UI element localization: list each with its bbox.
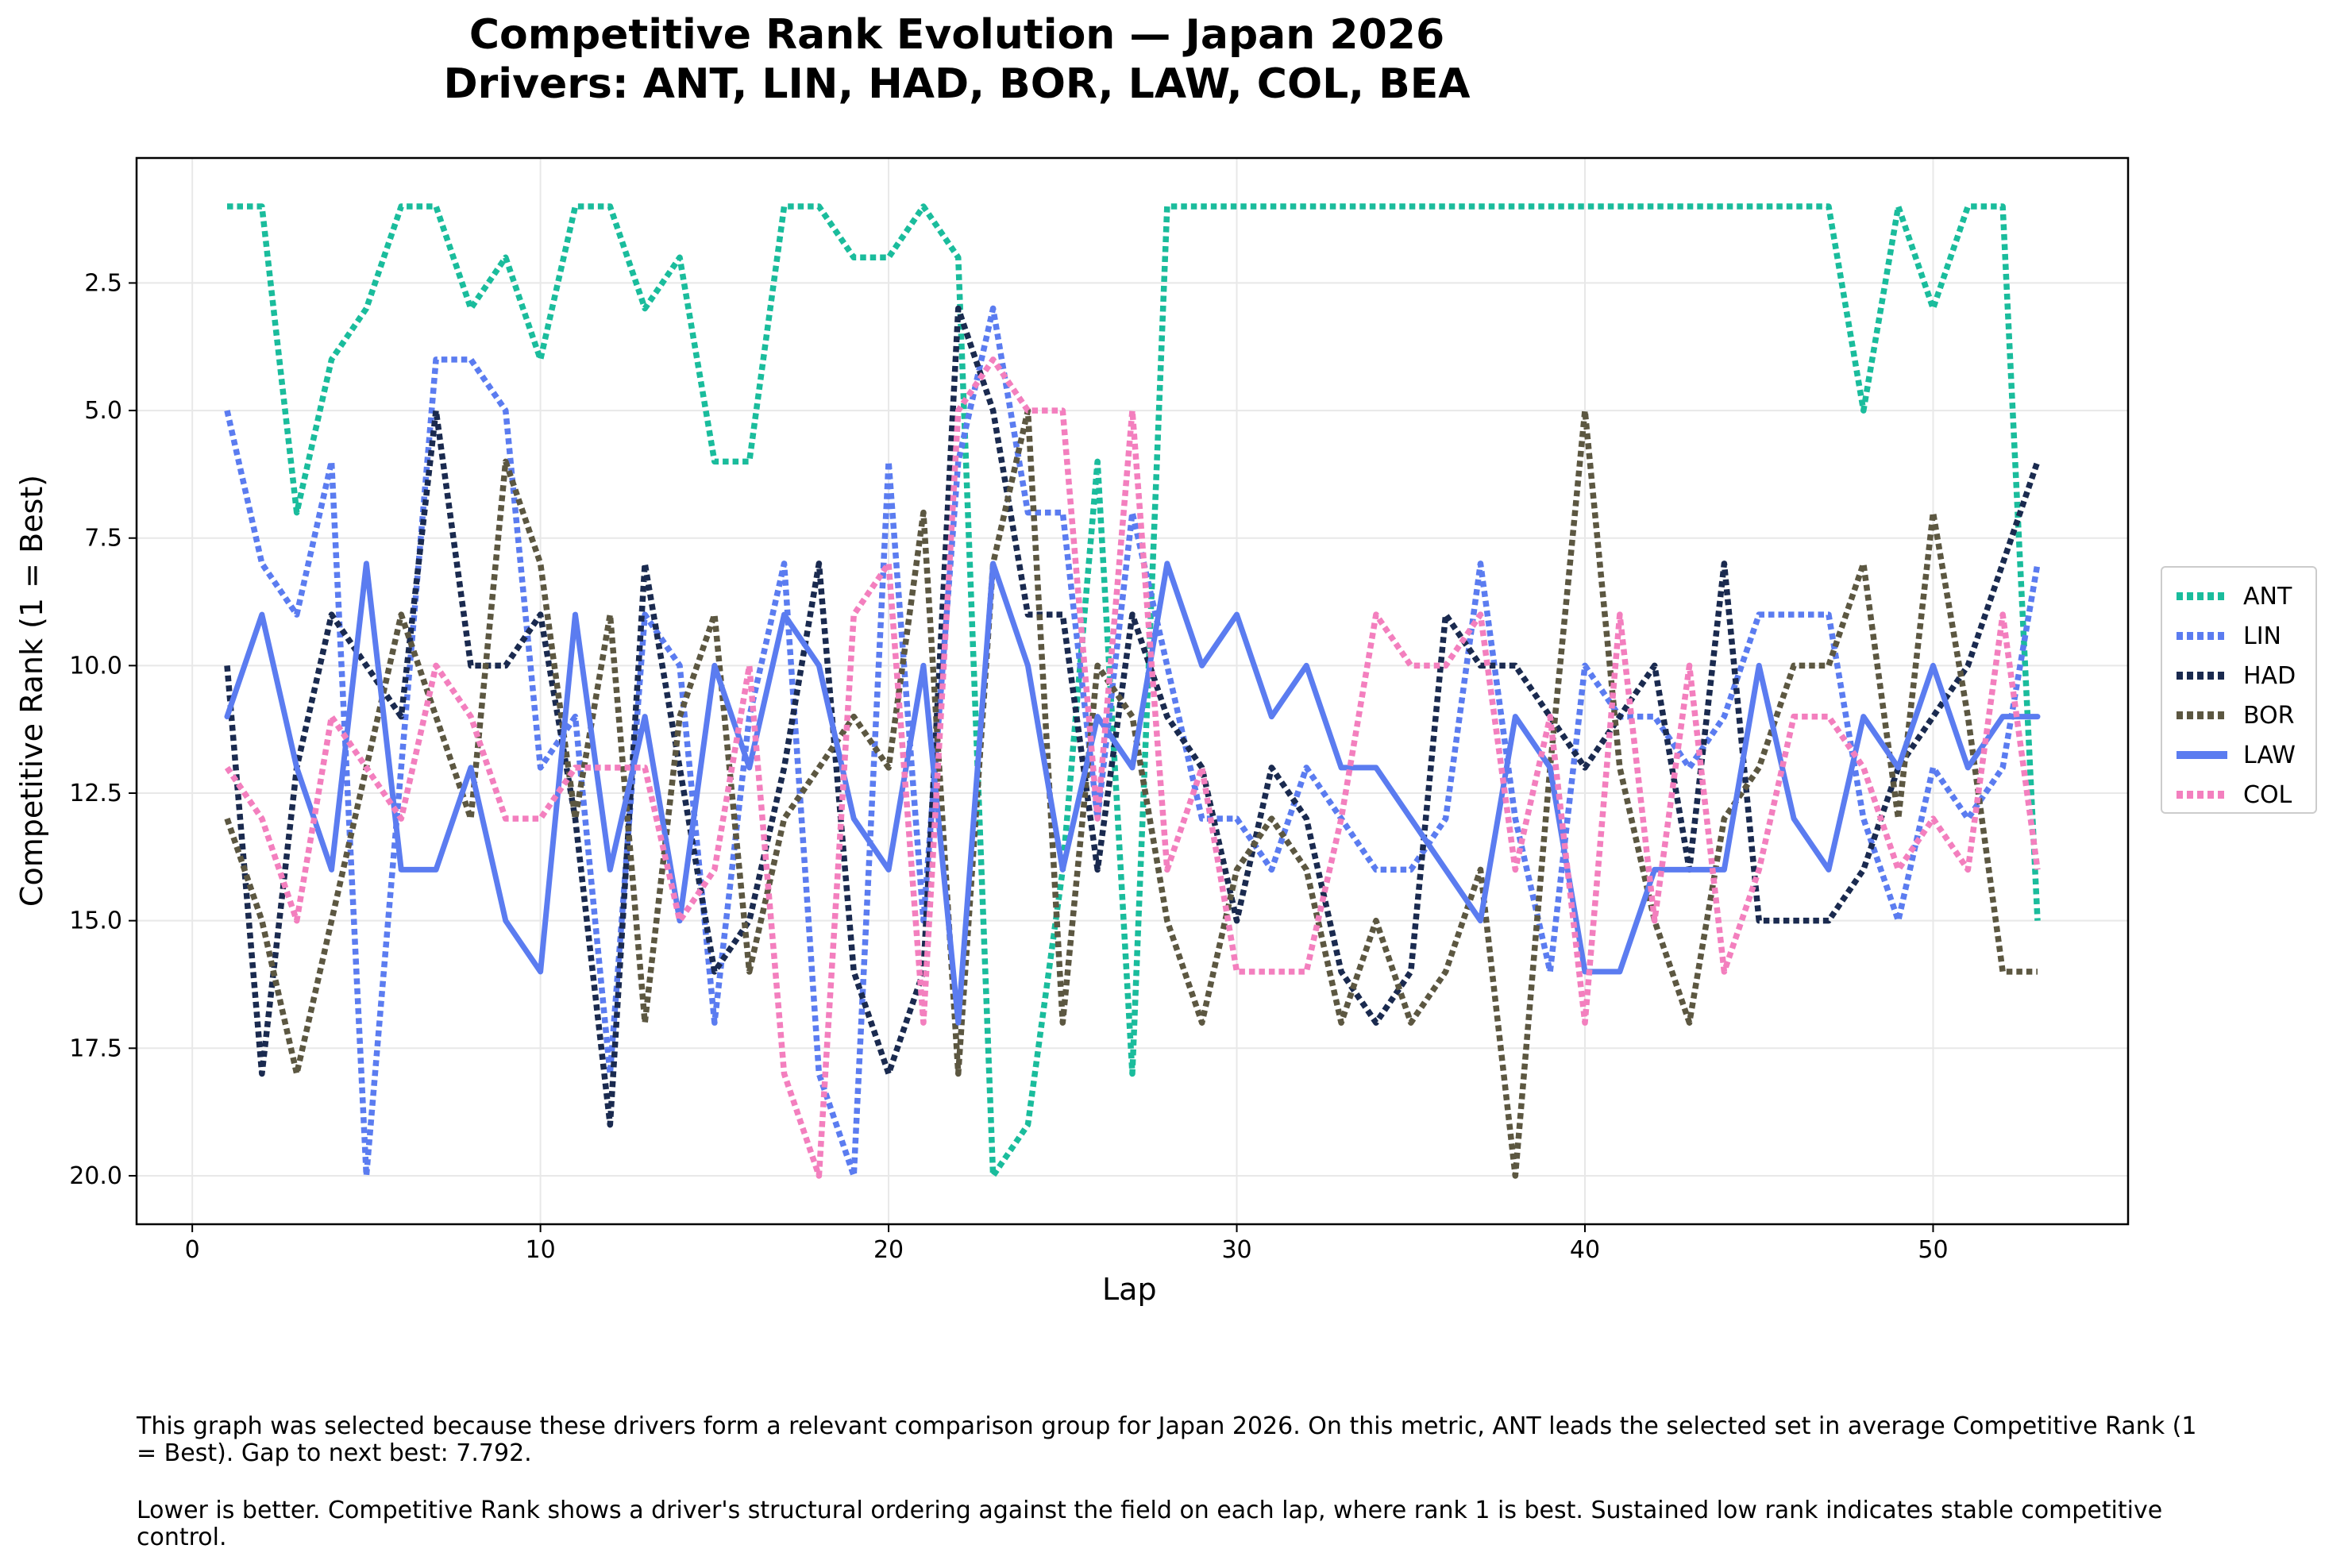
legend-swatch <box>2177 711 2227 719</box>
legend-swatch <box>2177 672 2227 680</box>
y-tick-label: 7.5 <box>84 525 122 553</box>
chart-subtitle: Drivers: ANT, LIN, HAD, BOR, LAW, COL, B… <box>443 60 1471 108</box>
caption-metric-note: Lower is better. Competitive Rank shows … <box>137 1497 2163 1551</box>
x-axis-label: Lap <box>1102 1272 1157 1307</box>
legend-item-col: COL <box>2177 779 2292 811</box>
y-tick-label: 5.0 <box>84 397 122 425</box>
y-tick-label: 17.5 <box>69 1034 122 1062</box>
legend-swatch <box>2177 632 2227 640</box>
legend-label: COL <box>2243 780 2292 809</box>
x-tick-label: 0 <box>185 1236 200 1264</box>
legend-swatch <box>2177 592 2227 600</box>
legend-item-ant: ANT <box>2177 580 2292 612</box>
legend-item-had: HAD <box>2177 660 2296 692</box>
y-axis-label: Competitive Rank (1 = Best) <box>14 474 49 907</box>
x-tick-label: 40 <box>1570 1236 1600 1264</box>
y-tick-label: 2.5 <box>84 269 122 297</box>
y-tick-label: 12.5 <box>69 780 122 807</box>
legend-label: HAD <box>2243 661 2296 690</box>
x-tick-label: 30 <box>1221 1236 1251 1264</box>
legend-label: ANT <box>2243 582 2292 611</box>
series-line-law <box>224 561 2041 1026</box>
ticks: 0 10 20 30 40 50 2.5 5.0 7.5 10.0 12.5 15.0 17.5 20.0 <box>69 269 1948 1264</box>
plot-frame <box>135 156 2130 1226</box>
series-line-had <box>224 305 2041 1128</box>
x-tick-label: 50 <box>1918 1236 1948 1264</box>
legend-label: BOR <box>2243 701 2295 730</box>
x-tick-label: 10 <box>526 1236 556 1264</box>
y-tick-label: 20.0 <box>69 1162 122 1190</box>
series <box>224 203 2041 1179</box>
caption-selection-note: This graph was selected because these dr… <box>137 1412 2197 1467</box>
y-tick-label: 15.0 <box>69 907 122 935</box>
legend-item-law: LAW <box>2177 739 2296 771</box>
chart-title: Competitive Rank Evolution — Japan 2026 <box>468 11 1445 59</box>
legend-item-lin: LIN <box>2177 620 2281 652</box>
series-line-lin <box>224 305 2041 1179</box>
y-tick-label: 10.0 <box>69 652 122 680</box>
series-line-ant <box>227 203 2041 1179</box>
legend: ANT LIN HAD BOR LAW COL <box>2161 566 2317 814</box>
series-line-col <box>224 356 2041 1179</box>
legend-label: LIN <box>2243 622 2282 650</box>
legend-swatch <box>2177 791 2227 799</box>
legend-swatch <box>2177 751 2227 759</box>
legend-item-bor: BOR <box>2177 699 2295 731</box>
x-tick-label: 20 <box>873 1236 904 1264</box>
legend-label: LAW <box>2243 741 2296 769</box>
